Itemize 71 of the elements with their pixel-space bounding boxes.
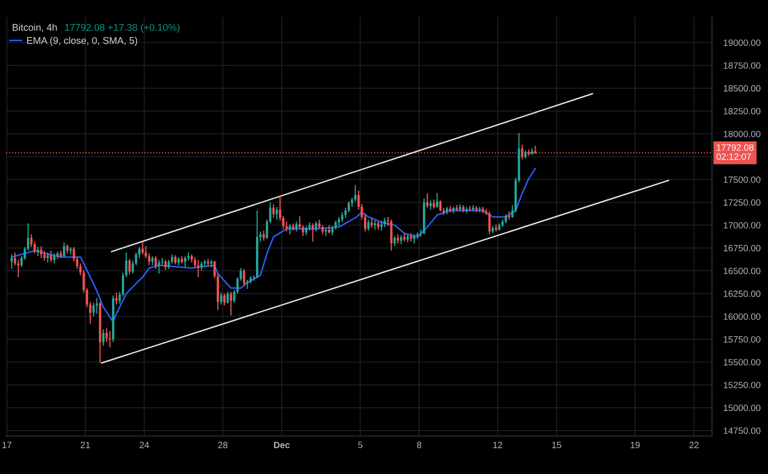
candlestick bbox=[10, 254, 13, 270]
candlestick bbox=[262, 230, 265, 242]
candlestick bbox=[154, 256, 157, 270]
candlestick bbox=[432, 199, 435, 210]
x-tick-label: 12 bbox=[493, 442, 502, 448]
y-tick-label: 16000.00 bbox=[724, 313, 760, 320]
y-tick-label: 17500.00 bbox=[724, 176, 760, 183]
candlestick bbox=[102, 328, 104, 346]
y-tick-label: 18750.00 bbox=[724, 62, 760, 69]
x-tick-label: 17 bbox=[2, 442, 12, 448]
candlestick bbox=[174, 254, 176, 265]
x-tick-label: 24 bbox=[140, 442, 150, 448]
candlestick bbox=[426, 192, 428, 208]
y-tick-label: 16500.00 bbox=[724, 268, 760, 274]
candlestick bbox=[40, 246, 42, 259]
y-tick-label: 19000.00 bbox=[724, 40, 760, 46]
candlestick bbox=[436, 192, 438, 208]
candlestick bbox=[53, 252, 56, 264]
candlestick bbox=[204, 259, 206, 268]
y-tick-label: 15250.00 bbox=[724, 382, 760, 388]
candlestick bbox=[246, 279, 248, 290]
y-tick-label: 18500.00 bbox=[724, 85, 760, 92]
candlestick bbox=[390, 219, 392, 252]
candlestick bbox=[305, 225, 308, 236]
candlestick bbox=[288, 224, 292, 235]
ref-line-label: 17792.08 02:12:07 bbox=[716, 144, 754, 160]
y-tick-label: 14750.00 bbox=[724, 427, 760, 434]
x-tick-label: 19 bbox=[630, 442, 640, 448]
candlestick bbox=[141, 242, 144, 255]
x-tick-label: 5 bbox=[358, 442, 362, 448]
x-tick-label: Dec bbox=[274, 442, 290, 448]
y-tick-label: 17250.00 bbox=[724, 199, 760, 206]
y-tick-label: 15750.00 bbox=[724, 336, 760, 343]
candlestick bbox=[400, 234, 402, 245]
candlestick bbox=[184, 256, 186, 268]
y-tick-label: 16250.00 bbox=[724, 290, 760, 297]
x-tick-label: 15 bbox=[552, 442, 562, 448]
candlestick bbox=[341, 212, 344, 223]
annotation: 17792.08 +17.38 (+0.10%) bbox=[65, 24, 180, 33]
x-tick-label: 8 bbox=[417, 442, 422, 448]
candlestick bbox=[46, 252, 49, 264]
candlestick bbox=[115, 292, 118, 306]
y-tick-label: 18250.00 bbox=[724, 108, 760, 114]
candlestick bbox=[226, 291, 229, 304]
y-tick-label: 15500.00 bbox=[724, 359, 760, 366]
y-tick-label: 15000.00 bbox=[724, 404, 760, 412]
candlestick bbox=[96, 298, 98, 314]
candlestick bbox=[92, 302, 95, 317]
candlestick bbox=[384, 217, 386, 228]
candlestick bbox=[276, 206, 278, 220]
candlestick bbox=[413, 234, 416, 244]
y-tick-label: 16750.00 bbox=[724, 244, 760, 252]
x-tick-label: 28 bbox=[218, 442, 228, 448]
y-tick-label: 18000.00 bbox=[724, 130, 760, 138]
candlestick bbox=[504, 214, 507, 224]
candlestick bbox=[312, 222, 314, 242]
candlestick bbox=[396, 234, 400, 244]
candlestick bbox=[380, 220, 383, 232]
legend-label: EMA (9, close, 0, SMA, 5) bbox=[27, 36, 138, 46]
candlestick bbox=[220, 292, 222, 306]
candlestick bbox=[230, 291, 232, 316]
candlestick bbox=[338, 216, 340, 227]
candlestick bbox=[429, 200, 432, 210]
candlestick bbox=[66, 244, 68, 254]
candlestick bbox=[449, 205, 452, 213]
text: Bitcoin, 4h bbox=[12, 24, 57, 32]
candlestick bbox=[295, 220, 298, 232]
y-tick-label: 17000.00 bbox=[724, 222, 760, 228]
x-tick-label: 21 bbox=[80, 442, 90, 448]
candlestick bbox=[370, 217, 373, 228]
x-tick-label: 22 bbox=[689, 442, 699, 448]
